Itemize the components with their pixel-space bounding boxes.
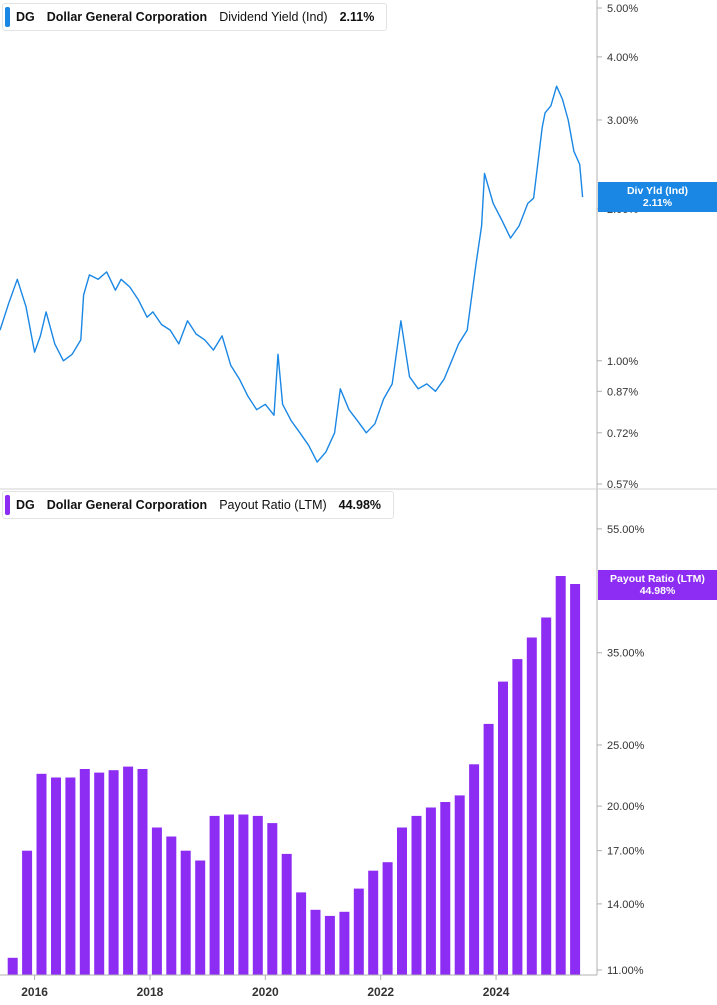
flag-label: Payout Ratio (LTM) [610,573,705,585]
payout-bar [238,814,249,975]
payout-bar [22,850,33,975]
payout-bar [7,957,18,975]
payout-bar [570,584,581,975]
legend-company: Dollar General Corporation [46,10,208,24]
payout-bar [195,860,206,975]
y-tick-label: 25.00% [607,740,645,752]
y-tick-label: 0.87% [607,386,638,398]
payout-bar [526,637,537,975]
payout-bar [411,815,422,975]
y-tick-label: 3.00% [607,115,638,127]
dividend-yield-flag: Div Yld (Ind) 2.11% [598,182,717,212]
payout-bar [267,823,278,975]
x-tick-label: 2020 [252,985,279,999]
payout-bar [541,617,552,975]
y-tick-label: 0.72% [607,428,638,440]
payout-bar [440,802,451,975]
y-tick-label: 1.00% [607,356,638,368]
payout-bar [209,815,220,975]
payout-ratio-legend: DG Dollar General Corporation Payout Rat… [2,491,395,519]
payout-bar [224,814,234,975]
legend-value: 2.11% [339,10,375,24]
payout-bar [151,827,162,975]
payout-ratio-flag: Payout Ratio (LTM) 44.98% [598,570,717,600]
payout-bar [252,815,263,975]
legend-company: Dollar General Corporation [46,498,208,512]
payout-bar [397,827,407,975]
payout-bar [425,807,436,975]
y-tick-label: 4.00% [607,52,638,64]
legend-value: 44.98% [338,498,382,512]
payout-bar [51,777,61,975]
dividend-yield-panel: 5.00%4.00%3.00%2.00%1.00%0.87%0.72%0.57% [0,3,638,491]
legend-ticker: DG [16,10,35,24]
x-tick-label: 2016 [21,985,48,999]
payout-bar [108,770,119,975]
legend-metric: Payout Ratio (LTM) [219,498,327,512]
y-tick-label: 35.00% [607,648,645,660]
payout-bar [36,773,47,975]
y-tick-label: 5.00% [607,3,638,15]
x-tick-label: 2018 [137,985,164,999]
legend-swatch-payout [5,495,10,515]
payout-bar [498,681,508,975]
payout-bar [324,915,335,975]
payout-bar [483,723,494,975]
y-tick-label: 20.00% [607,801,645,813]
payout-bar [65,777,76,975]
payout-bar [137,769,148,975]
payout-bar [382,862,393,975]
payout-bar [353,888,364,975]
payout-bar [79,769,90,975]
legend-metric: Dividend Yield (Ind) [219,10,328,24]
dividend-yield-line [0,85,584,463]
payout-bar [454,795,465,975]
flag-label: Div Yld (Ind) [626,185,689,197]
payout-bar [339,911,350,975]
y-tick-label: 55.00% [607,524,645,536]
legend-swatch-yield [5,7,10,27]
payout-bar [310,909,321,975]
dividend-yield-legend: DG Dollar General Corporation Dividend Y… [2,3,388,31]
x-axis: 2016 2018 2020 2022 2024 [21,975,510,999]
payout-bar [94,772,105,975]
payout-ratio-panel: 55.00% 35.00% 25.00% 20.00% 17.00% 14.00% 11.0… [7,524,645,977]
payout-bar [368,870,379,975]
x-tick-label: 2024 [483,985,510,999]
y-tick-label: 17.00% [607,846,645,858]
payout-bar [281,853,292,975]
flag-value: 2.11% [642,197,673,209]
y-tick-label: 0.57% [607,479,638,491]
payout-bar [166,836,177,975]
payout-bar [180,850,191,975]
y-tick-label: 14.00% [607,899,645,911]
payout-bar [469,764,480,975]
payout-bar [555,576,566,975]
x-tick-label: 2022 [367,985,394,999]
flag-value: 44.98% [639,585,676,597]
payout-bar [512,659,523,975]
legend-ticker: DG [16,498,35,512]
payout-bar [123,766,134,975]
y-tick-label: 11.00% [607,965,644,977]
payout-bar [296,892,307,975]
